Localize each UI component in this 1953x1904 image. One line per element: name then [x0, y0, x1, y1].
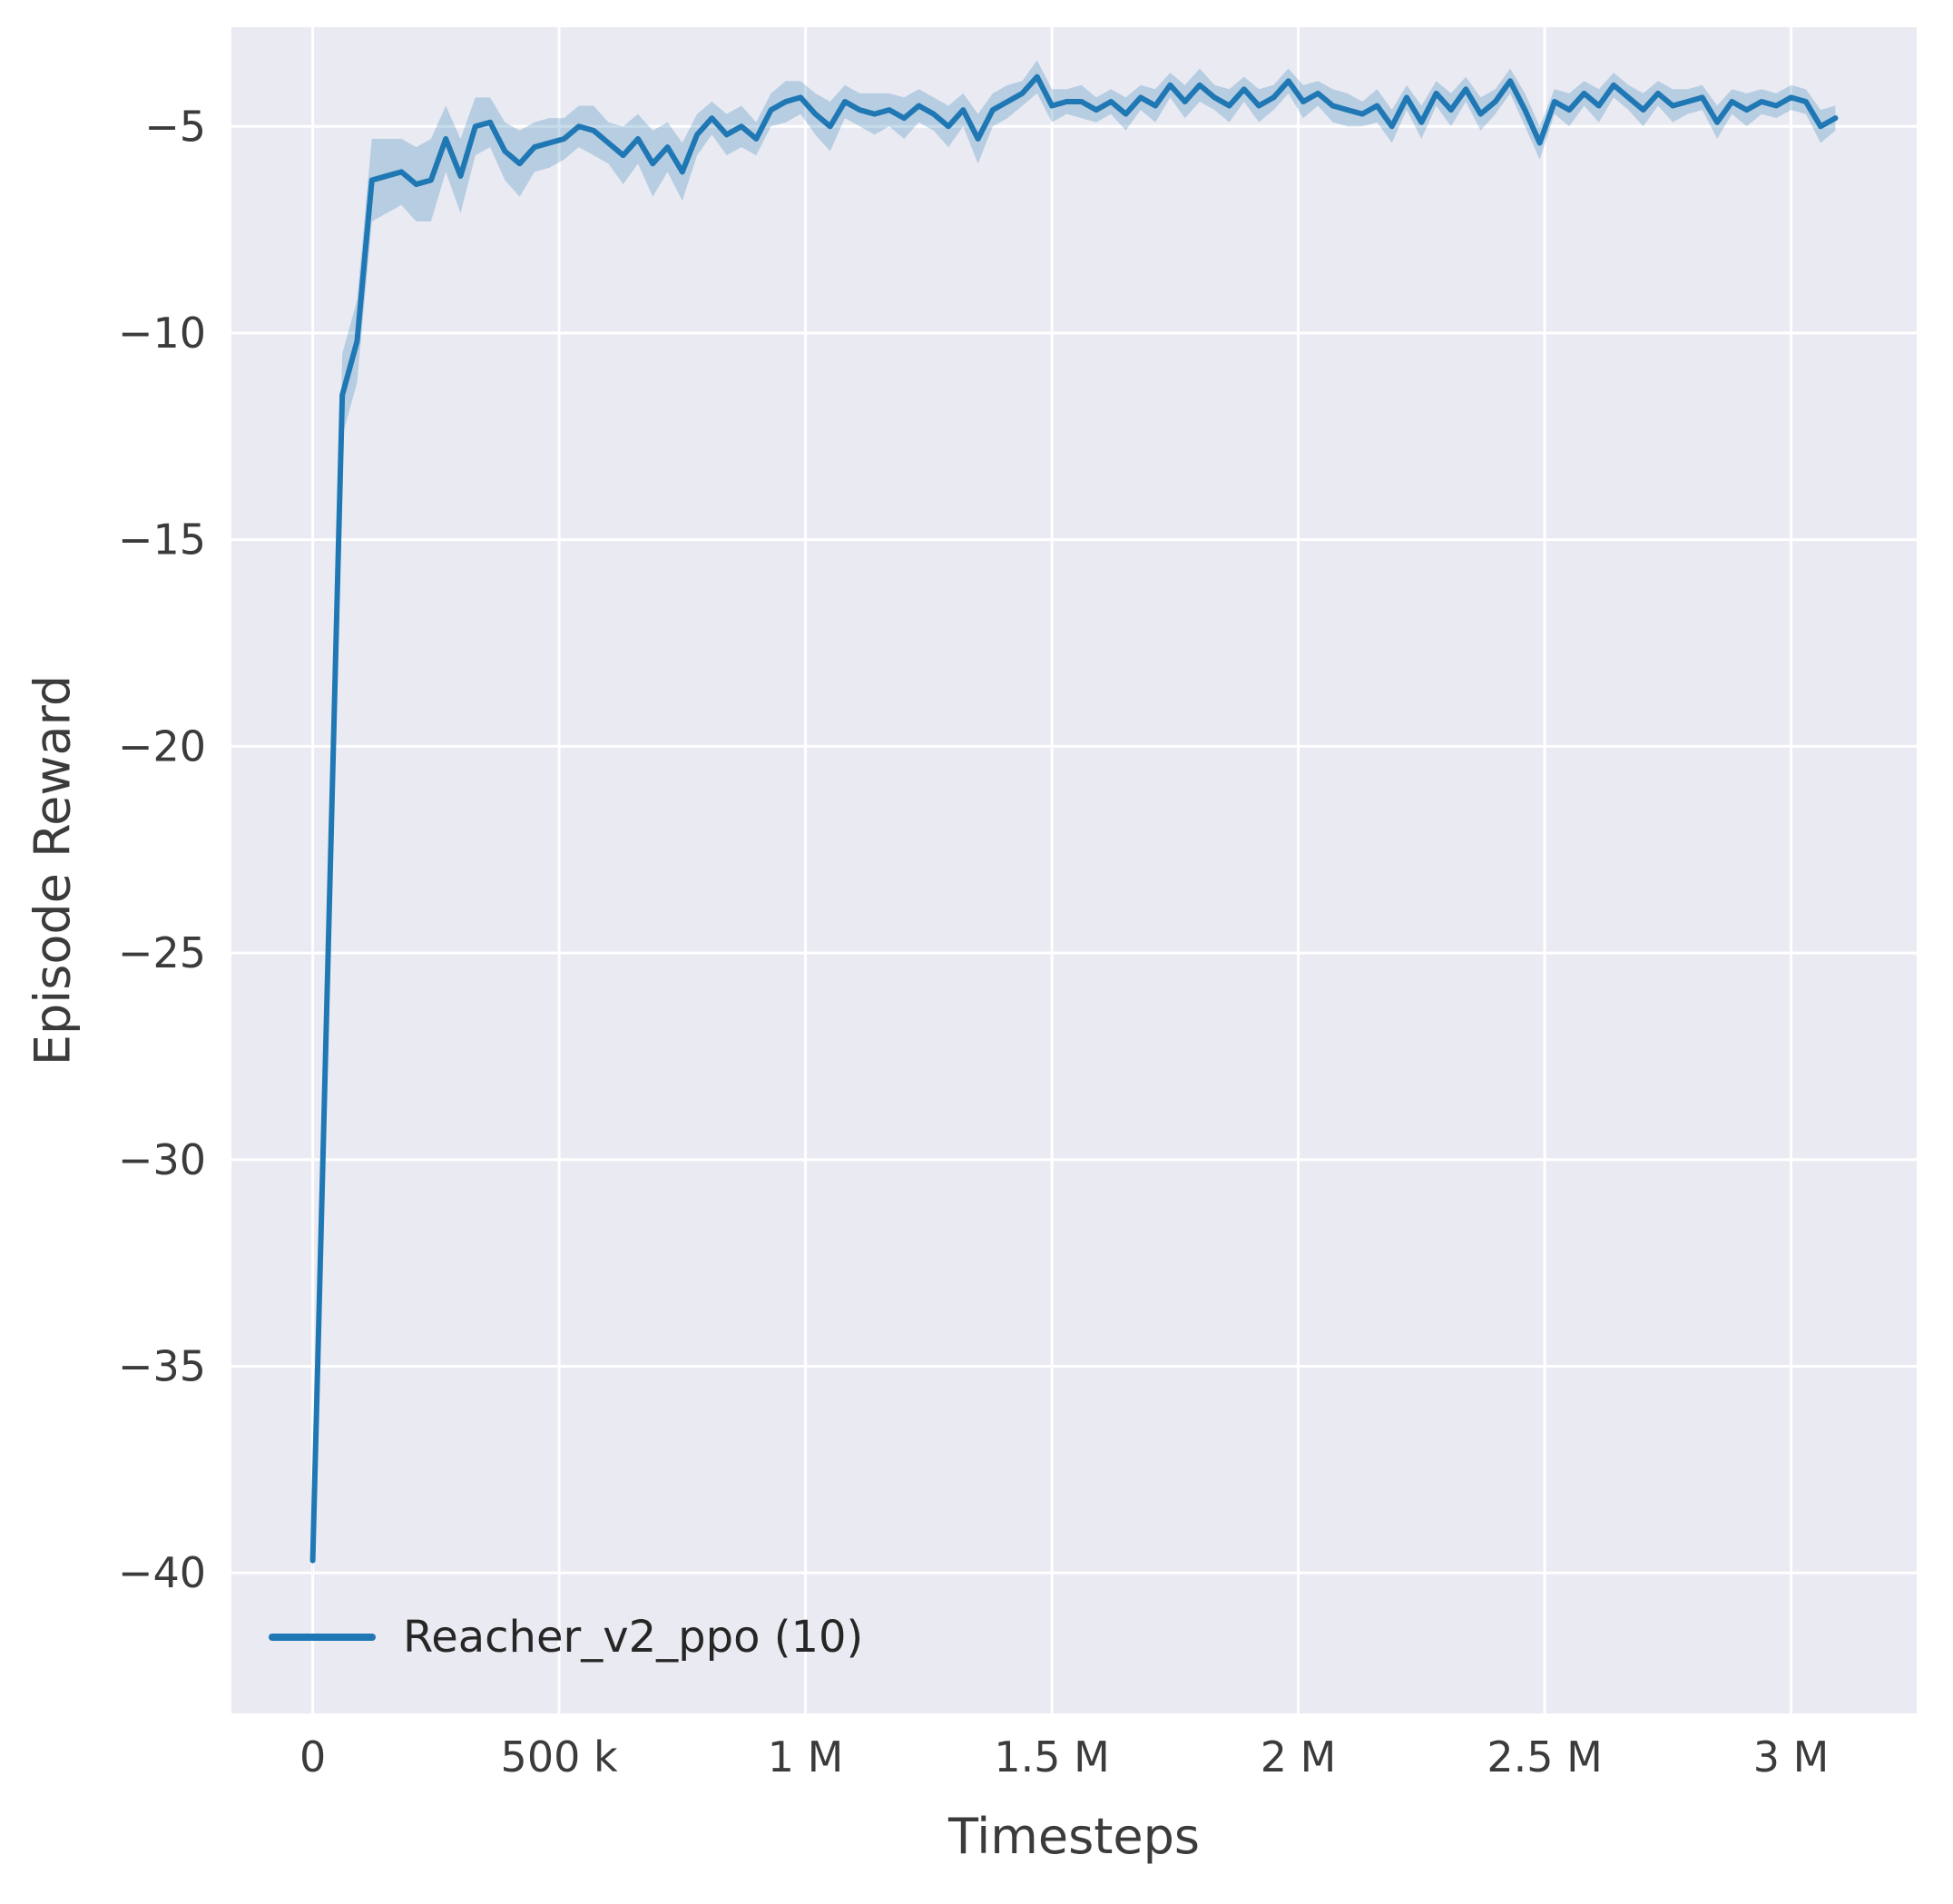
- legend: Reacher_v2_ppo (10): [269, 1612, 863, 1663]
- x-tick-label: 2 M: [1261, 1732, 1337, 1781]
- y-tick-label: −15: [118, 515, 206, 564]
- y-tick-label: −40: [118, 1548, 206, 1597]
- x-tick-label: 1.5 M: [994, 1732, 1109, 1781]
- y-tick-label: −35: [118, 1341, 206, 1390]
- x-tick-label: 500 k: [501, 1732, 618, 1781]
- y-tick-label: −30: [118, 1135, 206, 1184]
- y-tick-label: −10: [118, 309, 206, 358]
- x-tick-label: 2.5 M: [1487, 1732, 1602, 1781]
- plot-area: [231, 27, 1917, 1713]
- y-tick-label: −5: [144, 102, 206, 151]
- legend-label: Reacher_v2_ppo (10): [403, 1612, 864, 1663]
- x-tick-label: 1 M: [768, 1732, 844, 1781]
- x-tick-label: 0: [299, 1732, 326, 1781]
- y-axis-label: Episode Reward: [24, 674, 82, 1066]
- y-tick-label: −25: [118, 928, 206, 977]
- legend-line-swatch: [269, 1634, 376, 1641]
- x-axis-label: Timesteps: [947, 1808, 1201, 1865]
- y-tick-label: −20: [118, 721, 206, 770]
- reward-line: [309, 74, 1839, 1564]
- x-tick-label: 3 M: [1753, 1732, 1830, 1781]
